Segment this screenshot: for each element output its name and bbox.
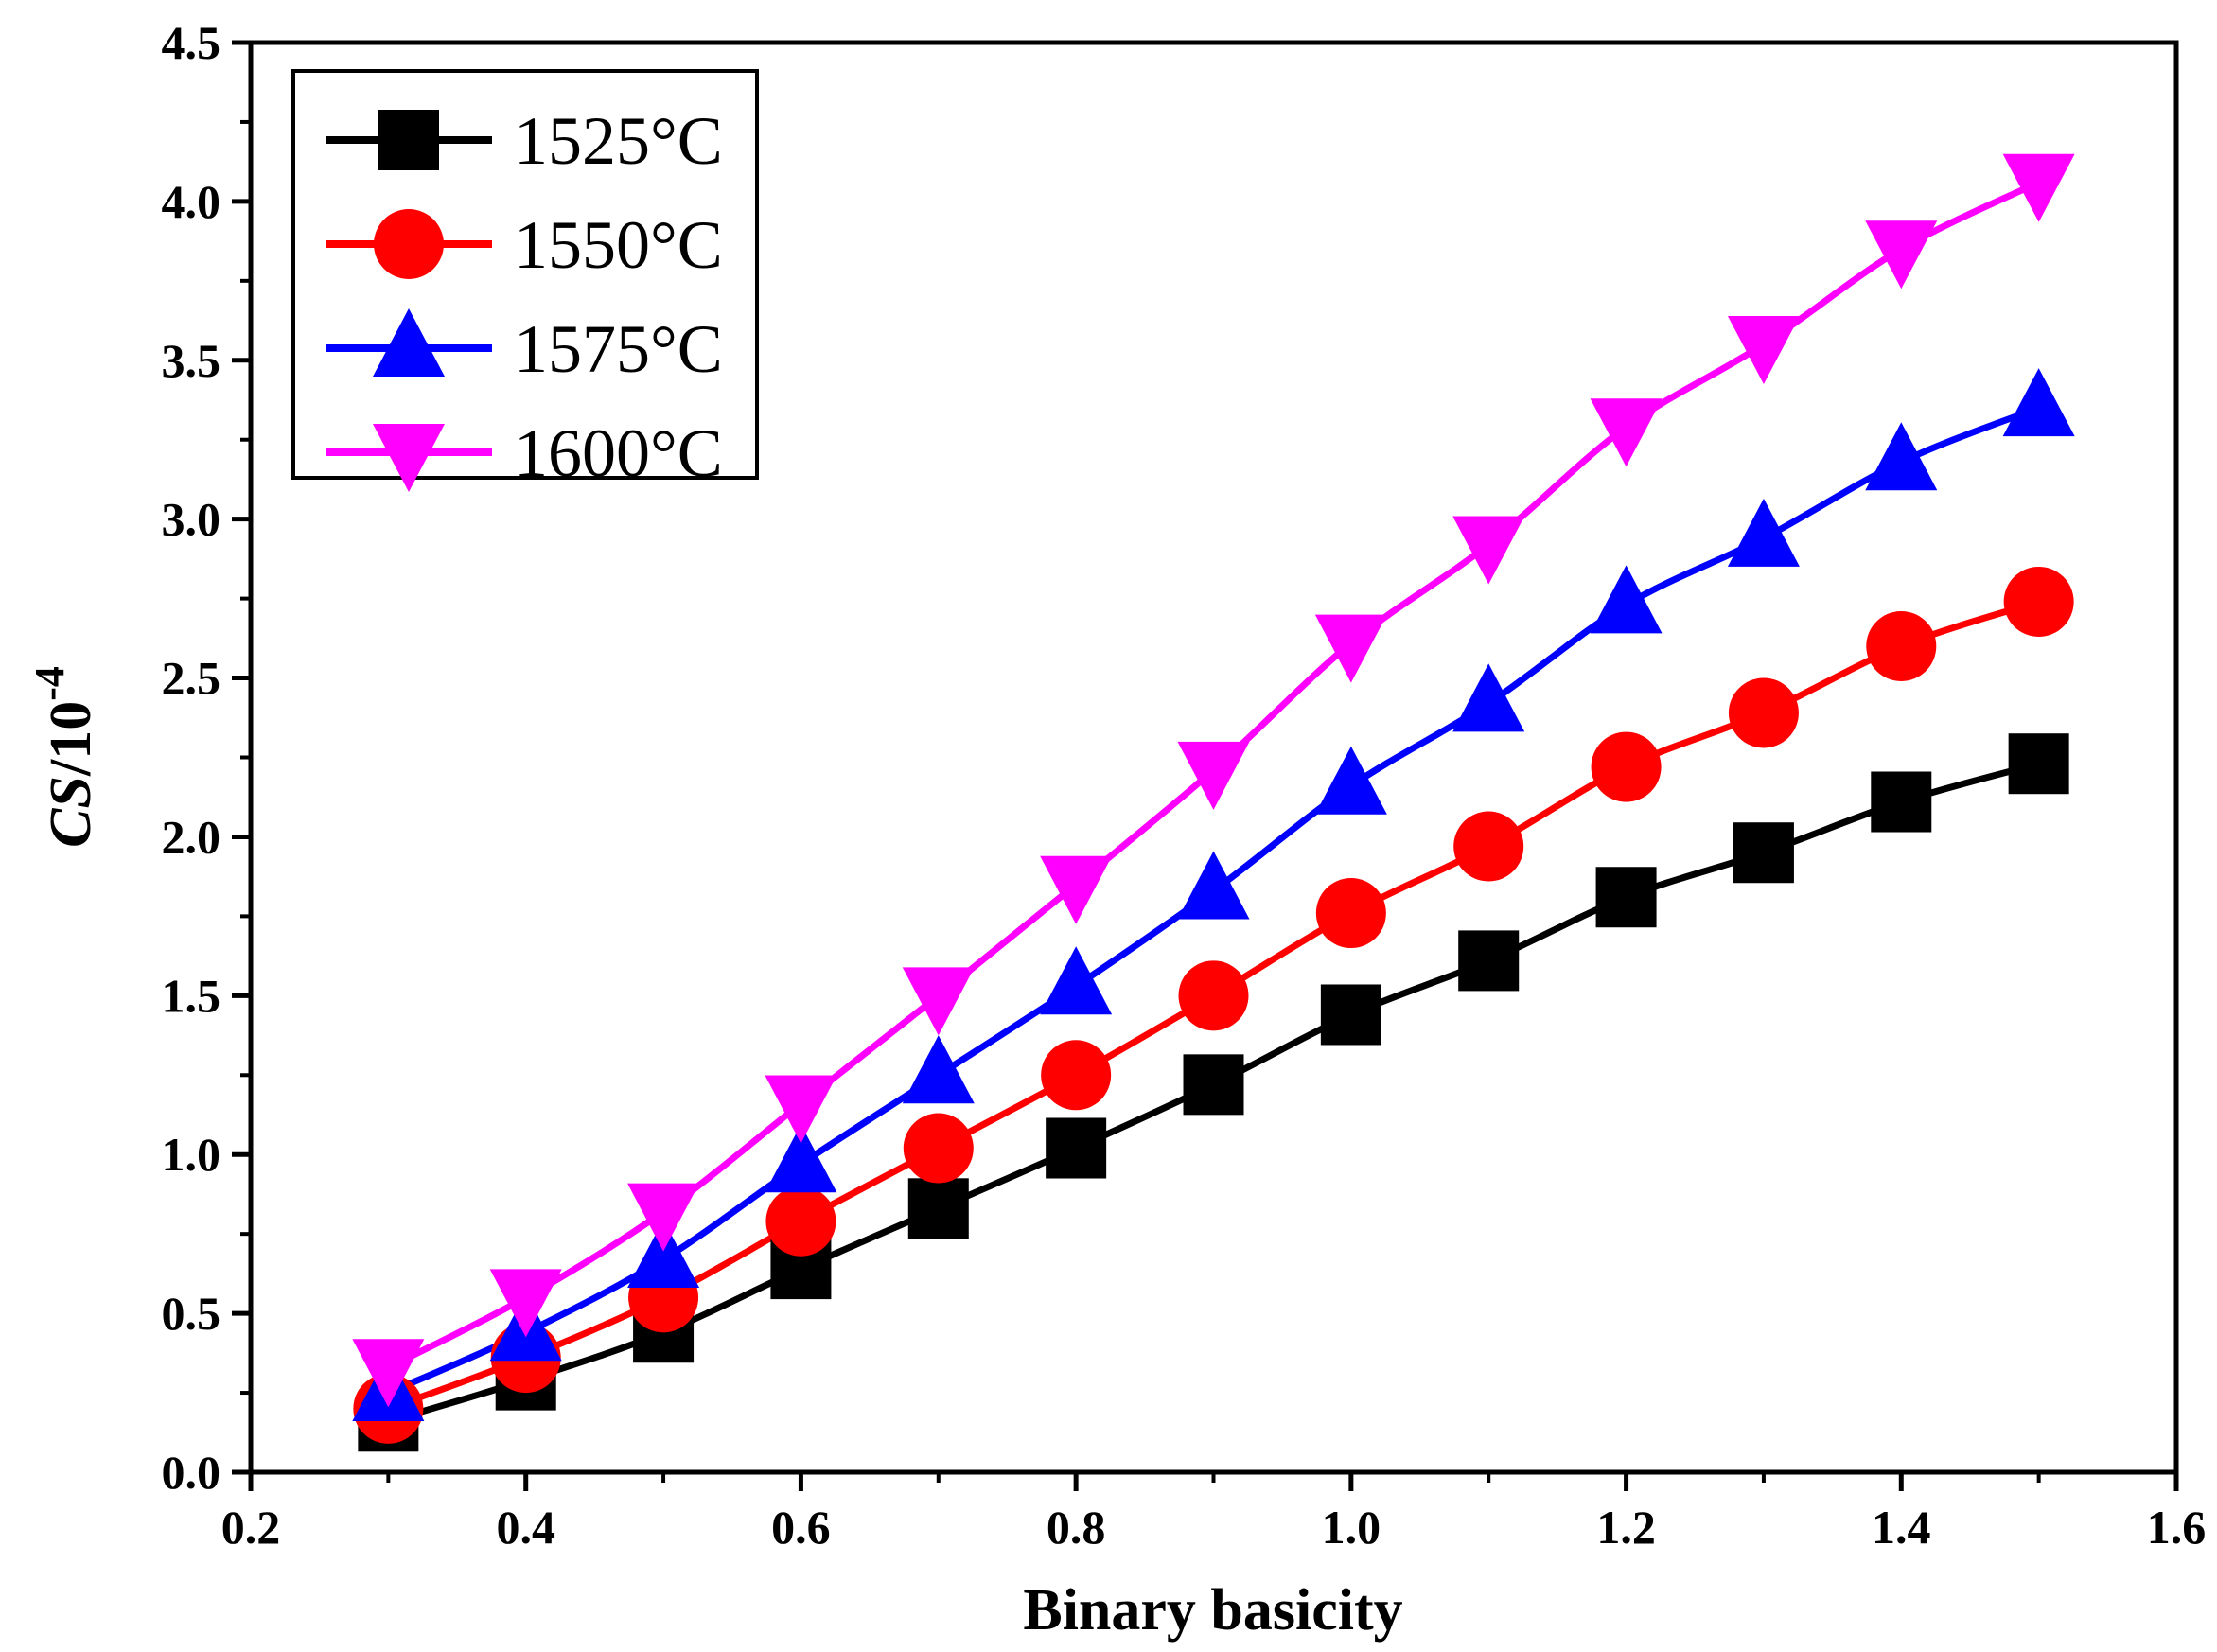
y-tick-label: 2.5 [162, 652, 221, 705]
data-point-1-4 [903, 1113, 974, 1184]
data-point-2-11 [1865, 422, 1938, 491]
y-axis-title-main: CS [39, 776, 103, 848]
y-axis-title-sep: /10 [39, 701, 103, 777]
data-point-2-5 [1040, 946, 1113, 1015]
data-point-3-10 [1727, 315, 1800, 384]
data-point-2-3 [765, 1124, 837, 1193]
data-point-2-8 [1452, 663, 1525, 732]
data-point-0-10 [1733, 822, 1794, 884]
data-point-0-12 [2008, 733, 2069, 795]
data-point-0-11 [1871, 771, 1932, 833]
data-point-0-4 [907, 1178, 969, 1239]
y-tick-label: 4.0 [162, 175, 221, 228]
data-point-1-8 [1453, 811, 1524, 882]
data-point-2-4 [902, 1035, 975, 1104]
data-point-3-3 [765, 1075, 837, 1144]
y-tick-label: 0.0 [162, 1446, 221, 1499]
data-point-1-12 [2003, 566, 2074, 637]
data-point-1-3 [765, 1186, 836, 1257]
data-point-3-9 [1590, 398, 1663, 467]
data-point-1-6 [1178, 960, 1249, 1031]
y-axis-title: CS/10-4 [26, 666, 103, 848]
data-point-2-7 [1314, 746, 1387, 815]
legend-marker-2 [373, 308, 445, 377]
data-point-3-7 [1314, 614, 1387, 683]
data-point-0-7 [1320, 984, 1381, 1046]
data-point-1-10 [1728, 677, 1799, 748]
y-tick-label: 0.5 [162, 1287, 221, 1340]
data-point-0-9 [1595, 867, 1657, 928]
data-point-3-2 [627, 1183, 700, 1252]
data-point-3-11 [1865, 220, 1938, 290]
x-tick-label: 0.6 [771, 1501, 831, 1554]
y-tick-label: 3.0 [162, 493, 221, 546]
data-point-3-12 [2002, 153, 2075, 222]
x-tick-label: 0.8 [1047, 1501, 1106, 1554]
data-point-1-11 [1866, 610, 1937, 681]
legend-marker-0 [378, 110, 439, 170]
data-point-0-8 [1458, 930, 1520, 992]
data-point-0-5 [1046, 1117, 1107, 1179]
x-tick-label: 0.2 [221, 1501, 281, 1554]
data-point-3-4 [902, 967, 975, 1036]
data-point-1-5 [1041, 1040, 1112, 1111]
ticks-layer: 0.2 0.4 0.6 0.8 1.0 1.2 1.4 1.6 0.0 0.5 1.0 1.5 2.0 2… [162, 16, 2207, 1554]
data-point-2-2 [627, 1220, 700, 1289]
x-tick-label: 1.6 [2147, 1501, 2207, 1554]
legend-marker-1 [374, 209, 444, 279]
x-tick-label: 0.4 [496, 1501, 555, 1554]
data-point-3-6 [1177, 741, 1250, 810]
data-point-3-1 [489, 1269, 562, 1338]
y-tick-label: 1.5 [162, 969, 221, 1022]
y-tick-label: 4.5 [162, 16, 221, 69]
data-point-0-6 [1183, 1054, 1244, 1116]
data-point-1-7 [1315, 878, 1386, 949]
legend-label-3: 1600°C [514, 415, 723, 491]
x-axis-title: Binary basicity [1023, 1578, 1402, 1643]
y-axis-title-exp: -4 [26, 666, 73, 701]
legend-marker-3 [373, 424, 445, 492]
x-tick-label: 1.4 [1872, 1501, 1931, 1554]
data-point-2-12 [2002, 368, 2075, 437]
legend-label-1: 1550°C [514, 207, 723, 283]
legend-label-0: 1525°C [514, 103, 723, 179]
data-point-3-5 [1040, 855, 1113, 924]
legend: 1525°C 1550°C 1575°C 1600°C [291, 69, 759, 492]
data-point-3-0 [352, 1339, 425, 1408]
x-tick-label: 1.2 [1596, 1501, 1656, 1554]
y-tick-label: 2.0 [162, 810, 221, 863]
legend-label-2: 1575°C [514, 311, 723, 387]
x-tick-label: 1.0 [1322, 1501, 1381, 1554]
data-point-2-10 [1727, 498, 1800, 567]
y-tick-label: 1.0 [162, 1128, 221, 1181]
data-point-2-9 [1590, 565, 1663, 634]
series-layer [352, 153, 2075, 1452]
y-tick-label: 3.5 [162, 334, 221, 387]
data-point-1-9 [1591, 731, 1662, 802]
data-point-2-6 [1177, 851, 1250, 920]
data-point-3-8 [1452, 516, 1525, 585]
